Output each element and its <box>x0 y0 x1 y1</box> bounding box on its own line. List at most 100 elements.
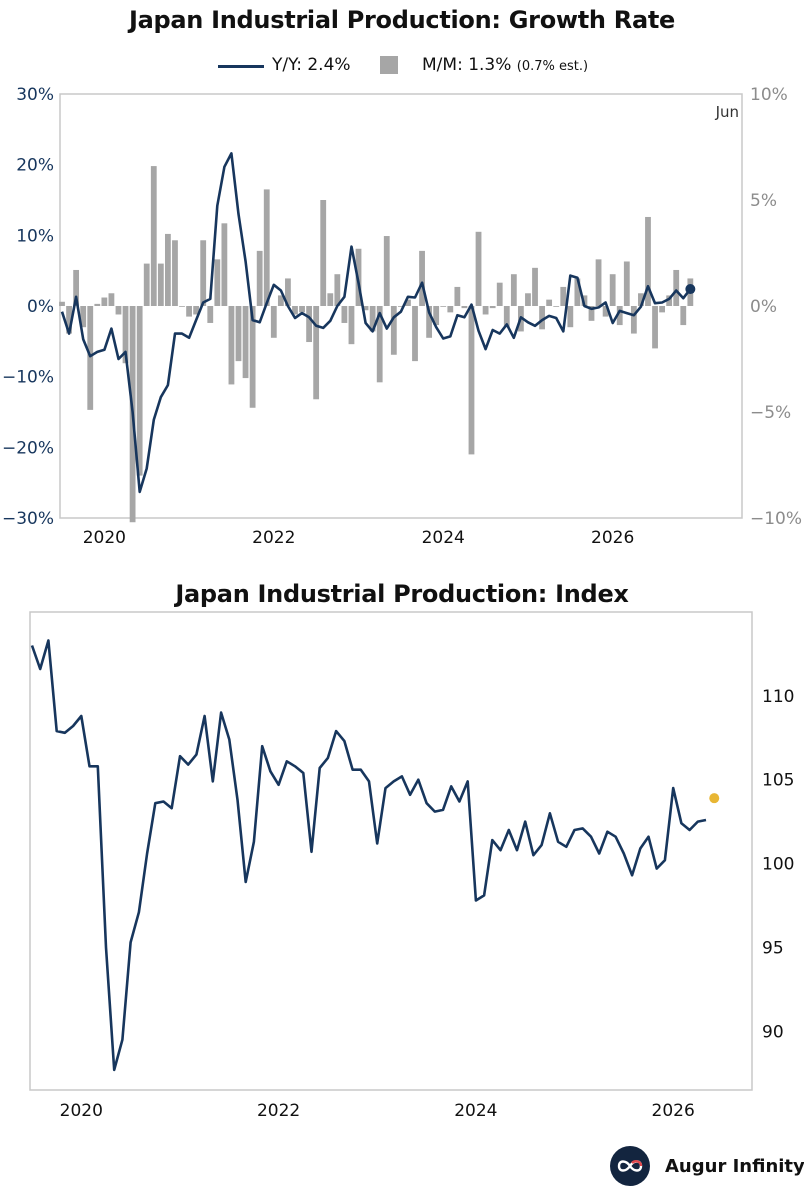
mom-bar <box>553 306 560 307</box>
mom-bar <box>101 297 108 306</box>
index-chart-title: Japan Industrial Production: Index <box>175 580 629 608</box>
x-axis-tick-label: 2024 <box>422 528 465 548</box>
index-x-axis-tick-label: 2022 <box>257 1101 300 1121</box>
mom-bar <box>249 306 256 408</box>
x-axis-tick-label: 2020 <box>83 528 126 548</box>
mom-bar <box>221 223 228 306</box>
mom-bar <box>440 306 447 307</box>
mom-bar <box>468 306 475 455</box>
mom-bar <box>200 240 207 306</box>
mom-bar <box>94 303 101 306</box>
mom-bar <box>595 259 602 306</box>
index-axis-tick-label: 110 <box>762 687 794 707</box>
brand-name: Augur Infinity <box>665 1156 804 1177</box>
infinity-icon <box>617 1160 643 1172</box>
left-axis-tick-label: 30% <box>16 85 54 105</box>
mom-bar <box>447 306 454 313</box>
yoy-series-line <box>60 152 692 494</box>
mom-bar <box>270 306 277 338</box>
mom-bar <box>285 278 291 306</box>
mom-bar <box>115 306 122 315</box>
mom-bar <box>136 306 143 476</box>
right-axis-tick-label: −5% <box>750 403 791 423</box>
mom-bar <box>412 306 418 362</box>
mom-bar <box>532 267 538 306</box>
mom-bar <box>59 301 65 306</box>
mom-bar <box>426 306 433 338</box>
mom-bar <box>482 306 489 315</box>
mom-bar <box>475 231 482 306</box>
mom-bar <box>546 299 553 306</box>
mom-bar <box>560 286 567 306</box>
mom-bar <box>652 306 658 349</box>
mom-bar <box>645 216 651 306</box>
latest-month-annotation: Jun <box>715 103 739 121</box>
index-axis-tick-label: 100 <box>762 855 794 875</box>
index-series-line <box>30 639 707 1072</box>
mom-bar <box>73 269 80 306</box>
mom-bar <box>602 306 609 317</box>
mom-bar <box>567 306 574 328</box>
mom-bar <box>539 306 545 330</box>
mom-bar <box>673 269 680 306</box>
x-axis-tick-label: 2026 <box>591 528 634 548</box>
right-axis-tick-label: 5% <box>750 191 777 211</box>
mom-bar <box>503 306 510 328</box>
left-axis-tick-label: −10% <box>2 368 54 388</box>
mom-bar <box>277 295 284 306</box>
left-axis-tick-label: 20% <box>16 156 54 176</box>
mom-bar <box>397 306 404 307</box>
right-axis-tick-label: 0% <box>750 297 777 317</box>
mom-bar <box>616 306 623 326</box>
mom-bar <box>122 306 129 364</box>
left-axis-tick-label: 10% <box>16 226 54 246</box>
growth-chart-title: Japan Industrial Production: Growth Rate <box>129 6 675 34</box>
mom-bar <box>228 306 235 385</box>
left-axis-tick-label: −30% <box>2 509 54 529</box>
mom-bar <box>207 306 214 323</box>
mom-bar <box>461 306 468 309</box>
mom-bar <box>588 306 595 321</box>
mom-legend-swatch <box>380 56 398 74</box>
mom-bar <box>581 295 588 306</box>
mom-bar <box>157 263 164 306</box>
mom-bar <box>172 240 178 306</box>
index-axis-tick-label: 95 <box>762 938 784 958</box>
mom-bar <box>454 286 461 306</box>
mom-bar <box>383 236 390 306</box>
mom-bar <box>87 306 94 410</box>
index-plot-frame <box>29 611 753 1091</box>
mom-bar <box>510 274 517 306</box>
mom-bar <box>150 166 157 306</box>
growth-chart-legend: Y/Y: 2.4% M/M: 1.3% (0.7% est.) <box>0 54 804 78</box>
mom-bar <box>108 293 115 306</box>
mom-bar <box>630 306 637 334</box>
mom-bar <box>525 293 531 306</box>
mom-bar <box>419 250 425 306</box>
yoy-latest-point <box>685 284 696 295</box>
left-axis-tick-label: −20% <box>2 438 54 458</box>
mom-bar <box>320 200 327 306</box>
left-axis-tick-label: 0% <box>27 297 54 317</box>
mom-bar <box>666 295 673 306</box>
mom-bar <box>242 306 249 379</box>
mom-bar <box>165 233 171 306</box>
index-x-axis-tick-label: 2024 <box>454 1101 497 1121</box>
index-chart: 110 105 100 95 90 2020 2022 2024 2026 <box>29 611 794 1121</box>
mom-bar <box>659 306 665 313</box>
mom-bar <box>348 306 355 345</box>
mom-bar <box>256 250 263 306</box>
right-axis-tick-label: 10% <box>750 85 788 105</box>
mom-bar <box>313 306 320 400</box>
x-axis-tick-label: 2022 <box>252 528 295 548</box>
index-x-axis-tick-label: 2026 <box>652 1101 695 1121</box>
mom-legend-text: M/M: 1.3% (0.7% est.) <box>422 55 588 75</box>
mom-bar <box>179 306 185 307</box>
mom-bar <box>609 274 616 306</box>
growth-rate-chart: 30% 20% 10% 0% −10% −20% −30% 10% 5% 0% −5% −10% 2… <box>2 85 802 548</box>
mom-bar <box>496 282 503 306</box>
index-axis-tick-label: 90 <box>762 1022 784 1042</box>
mom-bar <box>327 293 334 306</box>
mom-legend-label: M/M: 1.3% <box>422 55 512 75</box>
mom-bar <box>341 306 348 323</box>
